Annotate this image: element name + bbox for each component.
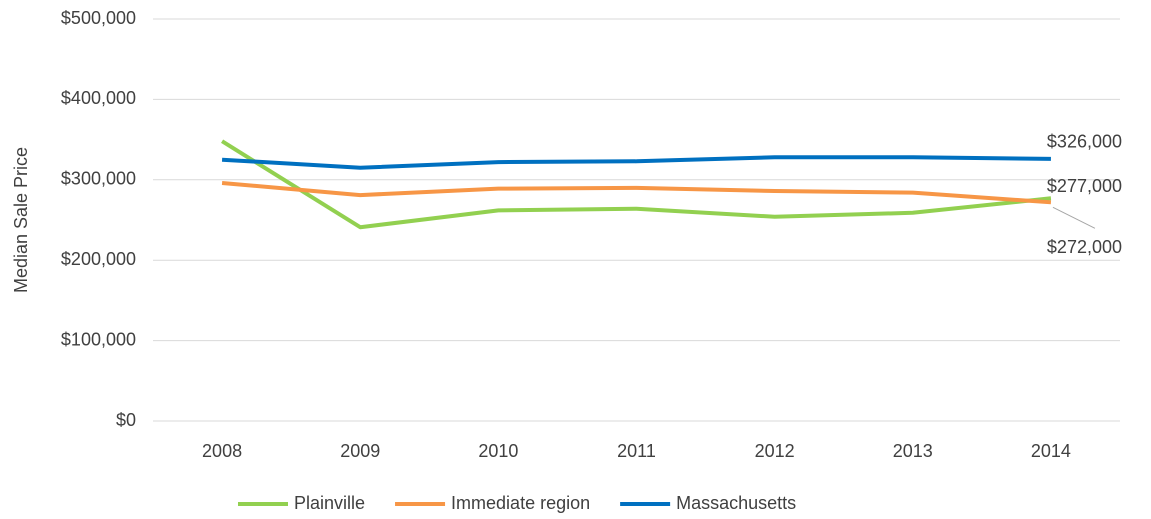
x-tick-label: 2009 xyxy=(340,441,380,461)
y-tick-label: $500,000 xyxy=(61,8,136,28)
legend-label: Immediate region xyxy=(451,493,590,513)
x-tick-label: 2013 xyxy=(893,441,933,461)
y-tick-label: $400,000 xyxy=(61,88,136,108)
x-tick-label: 2012 xyxy=(755,441,795,461)
series-line xyxy=(221,155,1051,170)
y-tick-label: $300,000 xyxy=(61,169,136,189)
y-axis-label: Median Sale Price xyxy=(11,147,31,293)
y-tick-label: $200,000 xyxy=(61,249,136,269)
series-line xyxy=(221,181,1052,205)
x-tick-label: 2010 xyxy=(478,441,518,461)
data-label: $272,000 xyxy=(1047,237,1122,257)
legend-label: Plainville xyxy=(294,493,365,513)
data-label: $277,000 xyxy=(1047,176,1122,196)
y-tick-label: $100,000 xyxy=(61,329,136,349)
x-tick-label: 2008 xyxy=(202,441,242,461)
x-tick-label: 2011 xyxy=(617,441,656,461)
data-label: $326,000 xyxy=(1047,132,1122,152)
series-line xyxy=(221,139,1052,230)
y-tick-label: $0 xyxy=(116,410,136,430)
leader-line xyxy=(1052,206,1096,229)
legend-label: Massachusetts xyxy=(676,493,796,513)
x-tick-label: 2014 xyxy=(1031,441,1071,461)
